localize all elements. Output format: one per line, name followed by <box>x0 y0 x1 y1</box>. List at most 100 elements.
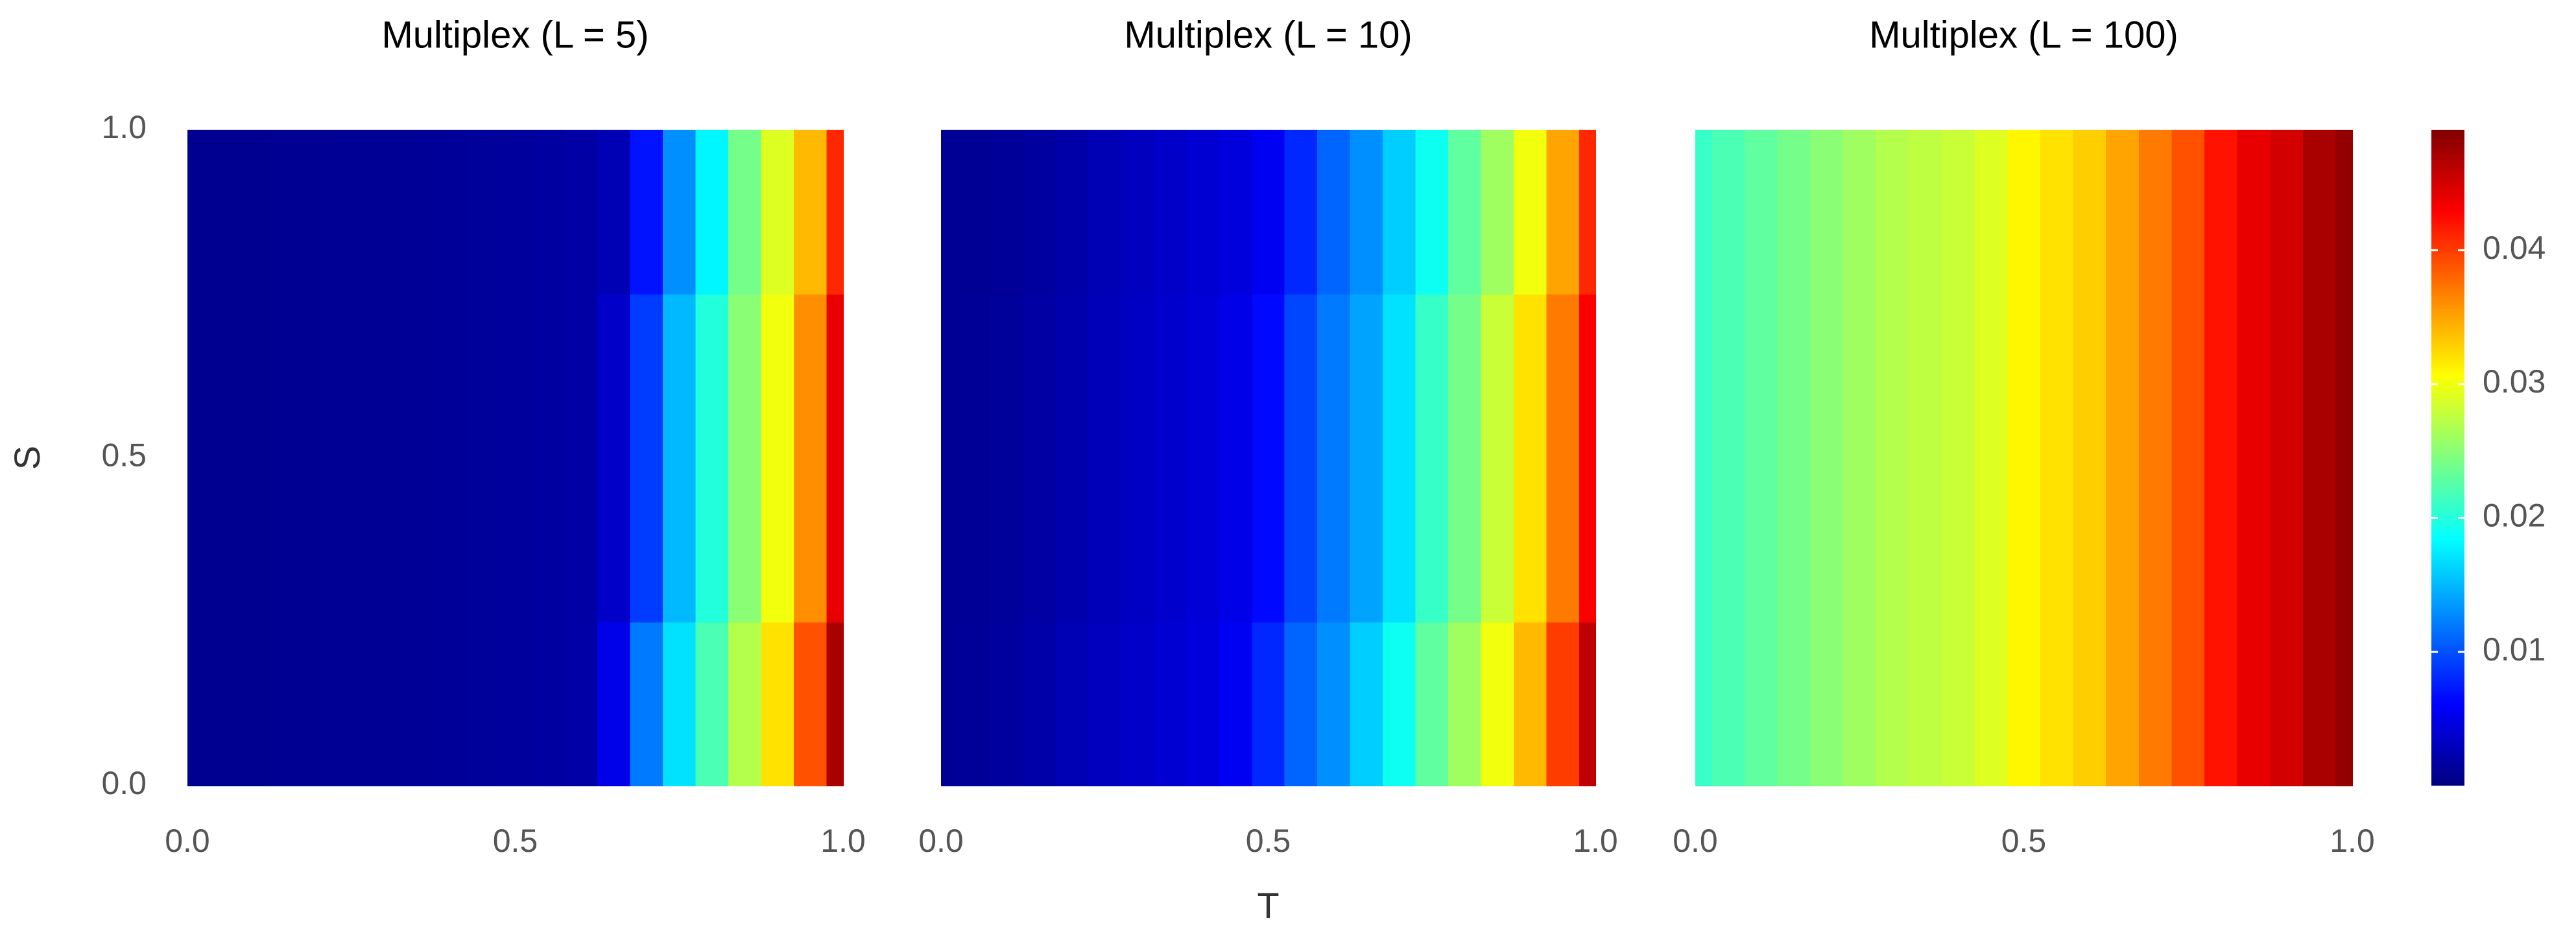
heatmap-cell <box>662 293 697 623</box>
heatmap-cell <box>728 622 762 786</box>
heatmap-cell <box>1088 130 1122 295</box>
heatmap-cell <box>1941 130 1975 295</box>
y-tick-label: 0.0 <box>101 765 147 801</box>
heatmap-cell <box>368 130 401 295</box>
heatmap-cell <box>1843 293 1877 623</box>
heatmap-cell <box>761 293 795 623</box>
heatmap <box>1695 130 2353 786</box>
heatmap-cell <box>1513 622 1547 786</box>
heatmap-cell <box>941 130 959 295</box>
heatmap-cell <box>2204 293 2238 623</box>
heatmap-cell <box>1383 622 1416 786</box>
heatmap-cell <box>695 622 730 786</box>
heatmap-cell <box>368 622 401 786</box>
heatmap-cell <box>597 622 631 786</box>
heatmap-cell <box>1383 130 1416 295</box>
heatmap-cell <box>204 130 237 295</box>
heatmap-cell <box>630 130 663 295</box>
x-tick-label: 0.5 <box>2001 823 2047 859</box>
heatmap-cell <box>1481 130 1514 295</box>
heatmap-cell <box>1579 622 1596 786</box>
x-tick-label: 0.5 <box>1246 823 1291 859</box>
heatmap-cell <box>1383 293 1416 623</box>
heatmap-cell <box>1186 293 1220 623</box>
heatmap-cell <box>2335 293 2353 623</box>
heatmap-cell <box>2040 293 2074 623</box>
heatmap-cell <box>1876 622 1910 786</box>
heatmap-cell <box>1317 130 1351 295</box>
heatmap-cell <box>1843 130 1877 295</box>
heatmap-cell <box>597 130 631 295</box>
heatmap-cell <box>368 293 401 623</box>
x-tick-label: 0.5 <box>493 823 538 859</box>
heatmap-cell <box>1744 622 1778 786</box>
heatmap-cell <box>1153 293 1187 623</box>
heatmap-cell <box>2303 293 2337 623</box>
heatmap-cell <box>1252 293 1285 623</box>
heatmap-cell <box>433 293 467 623</box>
heatmap-cell <box>2270 130 2304 295</box>
y-tick-label: 0.5 <box>101 437 147 474</box>
heatmap-cell <box>2138 622 2173 786</box>
heatmap-cell <box>1974 622 2009 786</box>
x-tick-label: 1.0 <box>1573 823 1618 859</box>
heatmap-cell <box>957 130 991 295</box>
colorbar-tick-label: 0.04 <box>2483 230 2546 266</box>
heatmap-cell <box>335 293 369 623</box>
heatmap-cell <box>2335 130 2353 295</box>
heatmap-cell <box>990 293 1024 623</box>
heatmap-cell <box>1055 622 1090 786</box>
heatmap-cell <box>1219 130 1253 295</box>
heatmap-cell <box>2171 130 2206 295</box>
heatmap-cell <box>204 293 237 623</box>
heatmap-cell <box>1317 293 1351 623</box>
heatmap-cell <box>2270 622 2304 786</box>
heatmap-cell <box>1448 622 1482 786</box>
heatmap-cell <box>1909 130 1942 295</box>
heatmap-cell <box>1415 293 1449 623</box>
x-tick-label: 0.0 <box>1673 823 1718 859</box>
heatmap-cell <box>941 293 959 623</box>
heatmap-cell <box>564 622 598 786</box>
heatmap-cell <box>2007 293 2041 623</box>
heatmap-cell <box>2335 622 2353 786</box>
heatmap-cell <box>187 293 205 623</box>
heatmap-cell <box>236 293 270 623</box>
heatmap-cell <box>1252 622 1285 786</box>
heatmap-cell <box>1088 622 1122 786</box>
heatmap-cell <box>1744 130 1778 295</box>
heatmap-cell <box>1153 130 1187 295</box>
x-tick-label: 0.0 <box>165 823 210 859</box>
heatmap-cell <box>1023 622 1056 786</box>
heatmap-cell <box>204 622 237 786</box>
heatmap-cell <box>1284 130 1318 295</box>
heatmap-cell <box>1186 130 1220 295</box>
heatmap-cell <box>433 130 467 295</box>
heatmap-cell <box>2171 622 2206 786</box>
x-axis-label: T <box>1257 885 1279 926</box>
heatmap-cell <box>990 130 1024 295</box>
heatmap-cell <box>1909 293 1942 623</box>
heatmap-cell <box>2040 622 2074 786</box>
heatmap-cell <box>236 622 270 786</box>
heatmap-cell <box>499 130 532 295</box>
heatmap-cell <box>2204 130 2238 295</box>
heatmap-cell <box>1219 622 1253 786</box>
y-axis-label: S <box>6 446 47 470</box>
colorbar-tick-label: 0.02 <box>2483 498 2546 534</box>
heatmap-cell <box>2040 130 2074 295</box>
heatmap-cell <box>2237 293 2271 623</box>
heatmap-cell <box>1448 293 1482 623</box>
heatmap-cell <box>1284 293 1318 623</box>
heatmap-cell <box>1121 293 1154 623</box>
heatmap-cell <box>728 130 762 295</box>
heatmap-cell <box>1579 293 1596 623</box>
heatmap-cell <box>400 622 435 786</box>
heatmap-cell <box>1088 293 1122 623</box>
heatmap-cell <box>1448 130 1482 295</box>
panel-title: Multiplex (L = 100) <box>1869 14 2178 56</box>
heatmap-cell <box>2106 130 2140 295</box>
heatmap <box>941 130 1596 786</box>
